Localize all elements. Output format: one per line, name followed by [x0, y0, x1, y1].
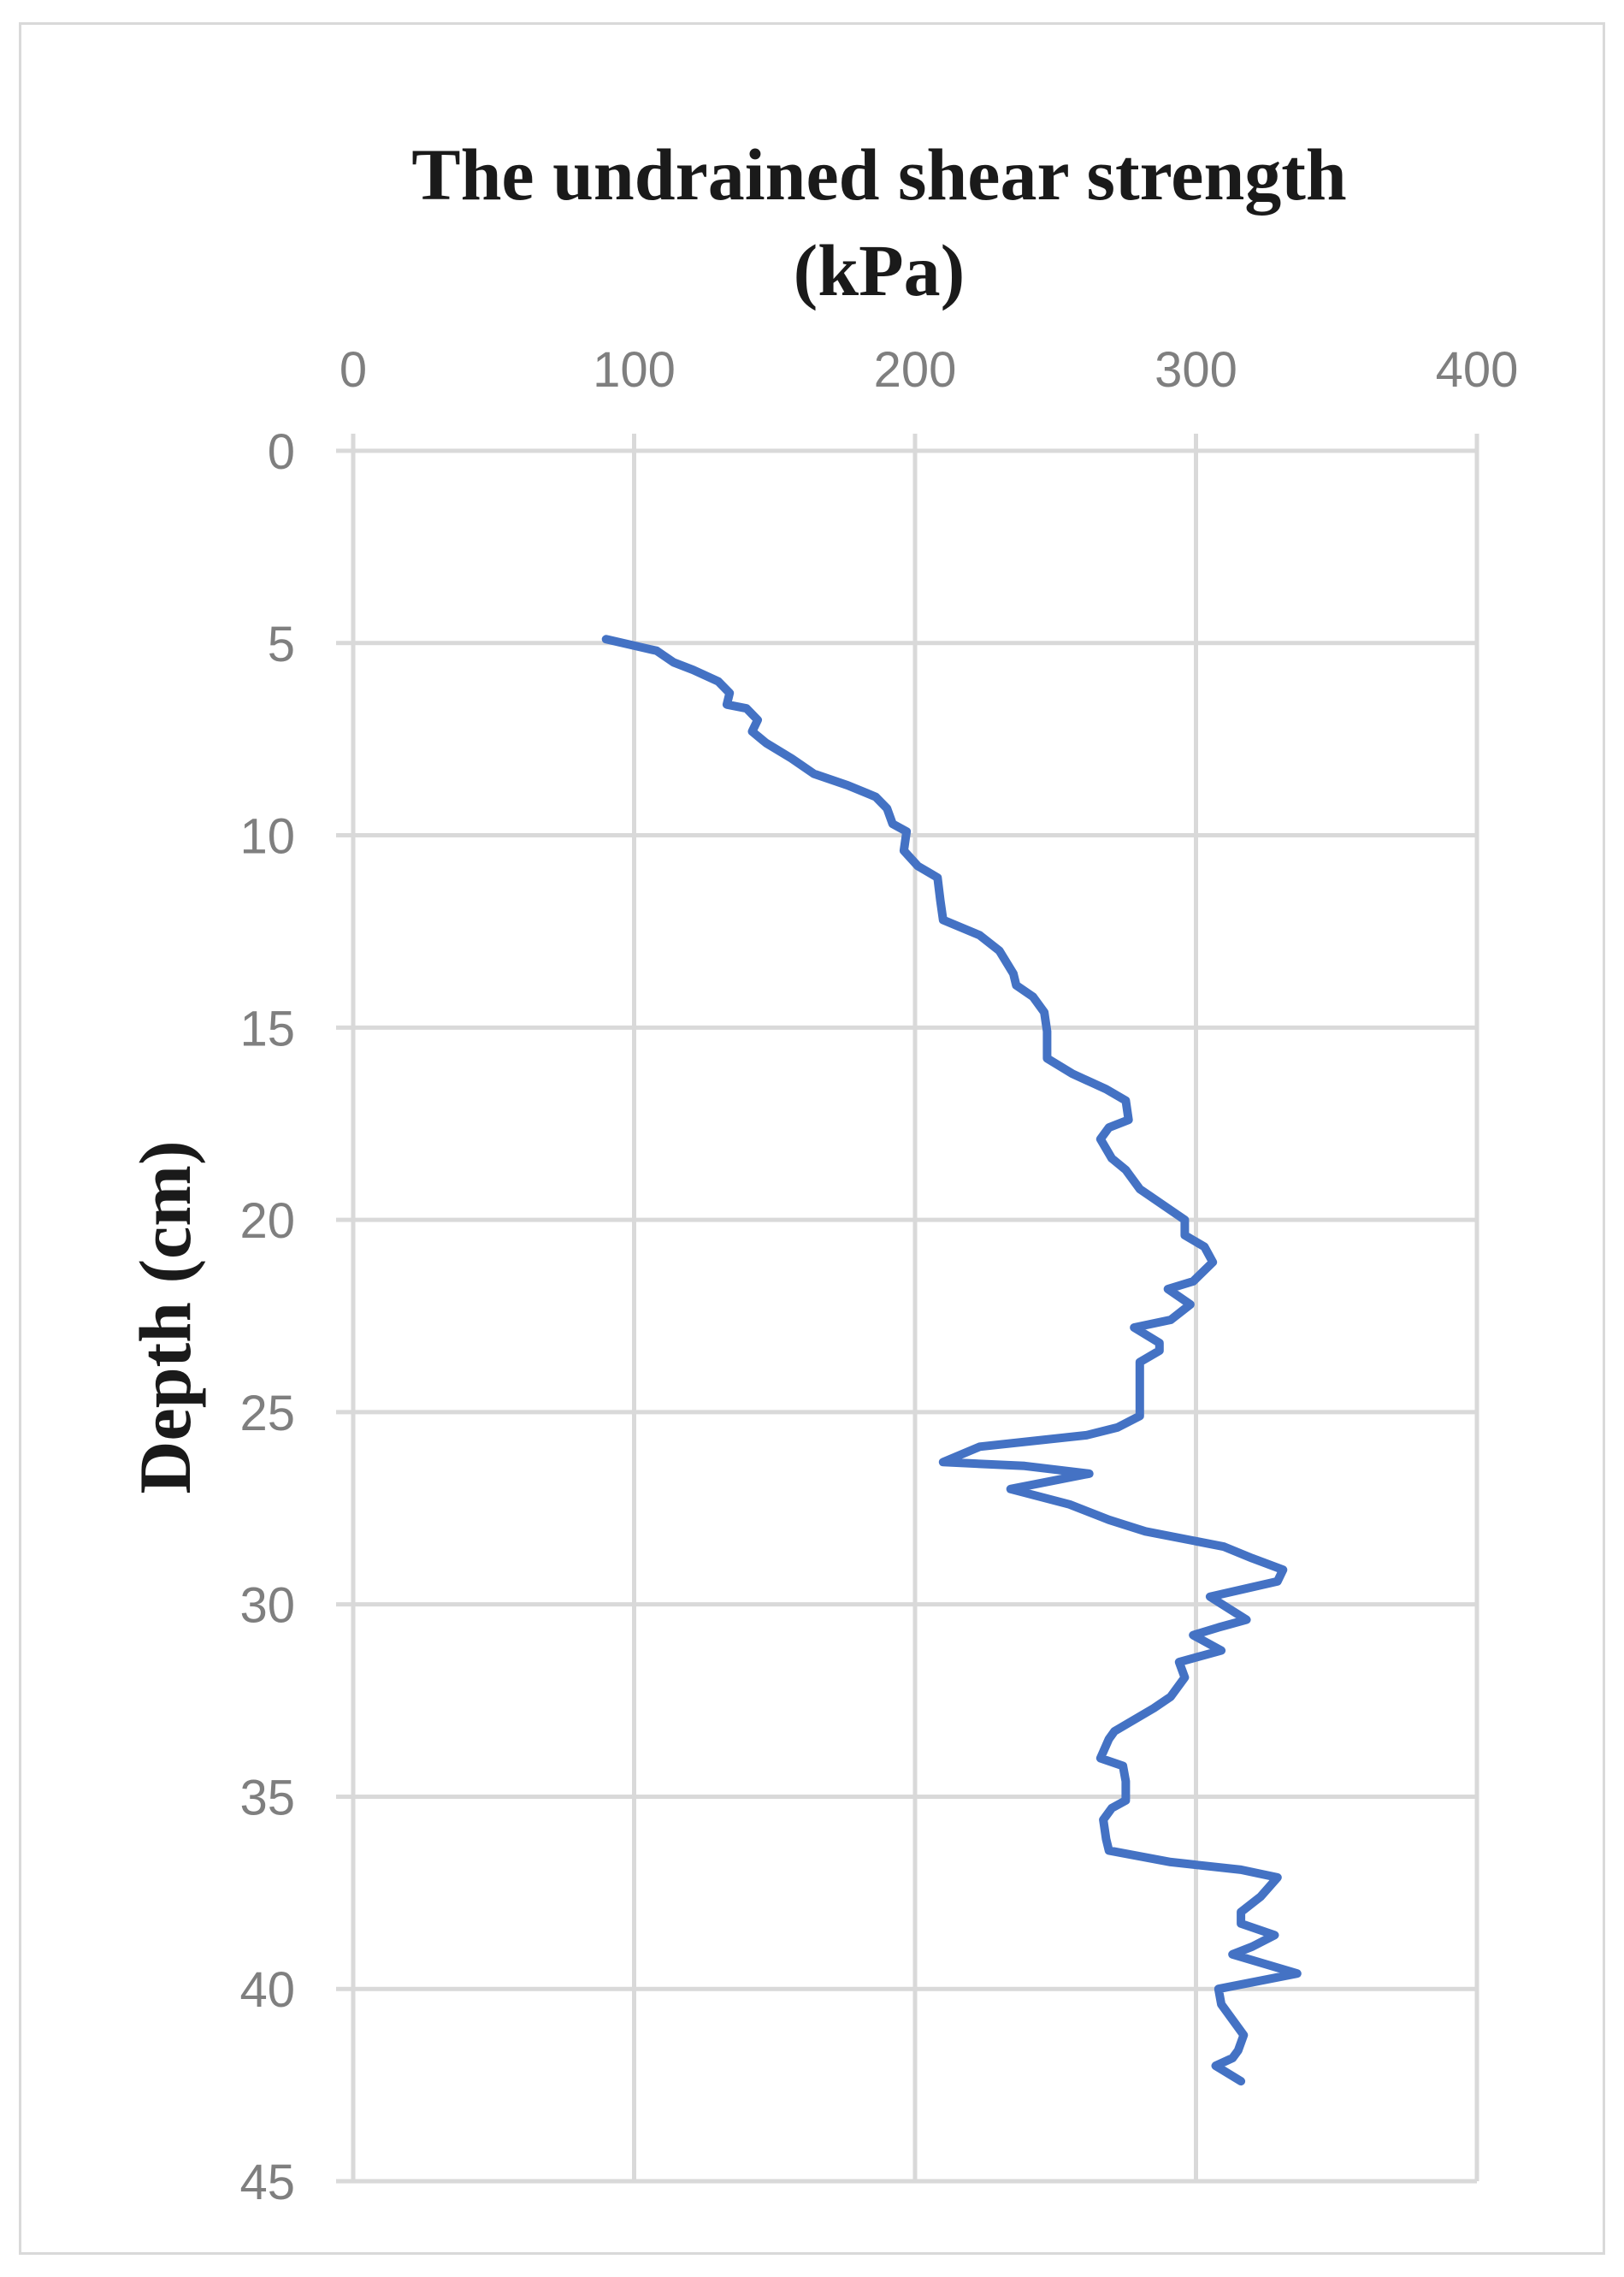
- series-layer: [601, 635, 1302, 2086]
- axis-layer: 0 100 200 300 400 0 5 10 15 20 25 30 35 40 45: [239, 342, 1518, 2210]
- y-tick-label: 30: [239, 1578, 295, 1634]
- y-tick-label: 5: [268, 617, 295, 672]
- label-layer: The undrained shear strength (kPa) Depth…: [124, 133, 1347, 1494]
- x-tick-label: 400: [1436, 342, 1519, 398]
- y-tick-label: 25: [239, 1386, 295, 1441]
- y-tick-label: 20: [239, 1193, 295, 1249]
- y-tick-label: 10: [239, 809, 295, 865]
- x-tick-label: 0: [340, 342, 367, 398]
- y-tick-label: 0: [268, 424, 295, 480]
- y-tick-label: 40: [239, 1962, 295, 2018]
- x-tick-label: 100: [593, 342, 676, 398]
- y-tick-label: 35: [239, 1770, 295, 1825]
- y-tick-label: 15: [239, 1001, 295, 1056]
- series-line: [601, 635, 1302, 2086]
- chart-frame: [19, 22, 1605, 2255]
- x-tick-label: 200: [874, 342, 957, 398]
- grid-layer: [336, 448, 1479, 2184]
- chart-title-line-2: (kPa): [794, 229, 966, 311]
- chart-title-line-1: The undrained shear strength: [411, 133, 1347, 216]
- y-tick-label: 45: [239, 2155, 295, 2210]
- y-axis-label: Depth (cm): [124, 1140, 206, 1493]
- x-tick-label: 300: [1155, 342, 1237, 398]
